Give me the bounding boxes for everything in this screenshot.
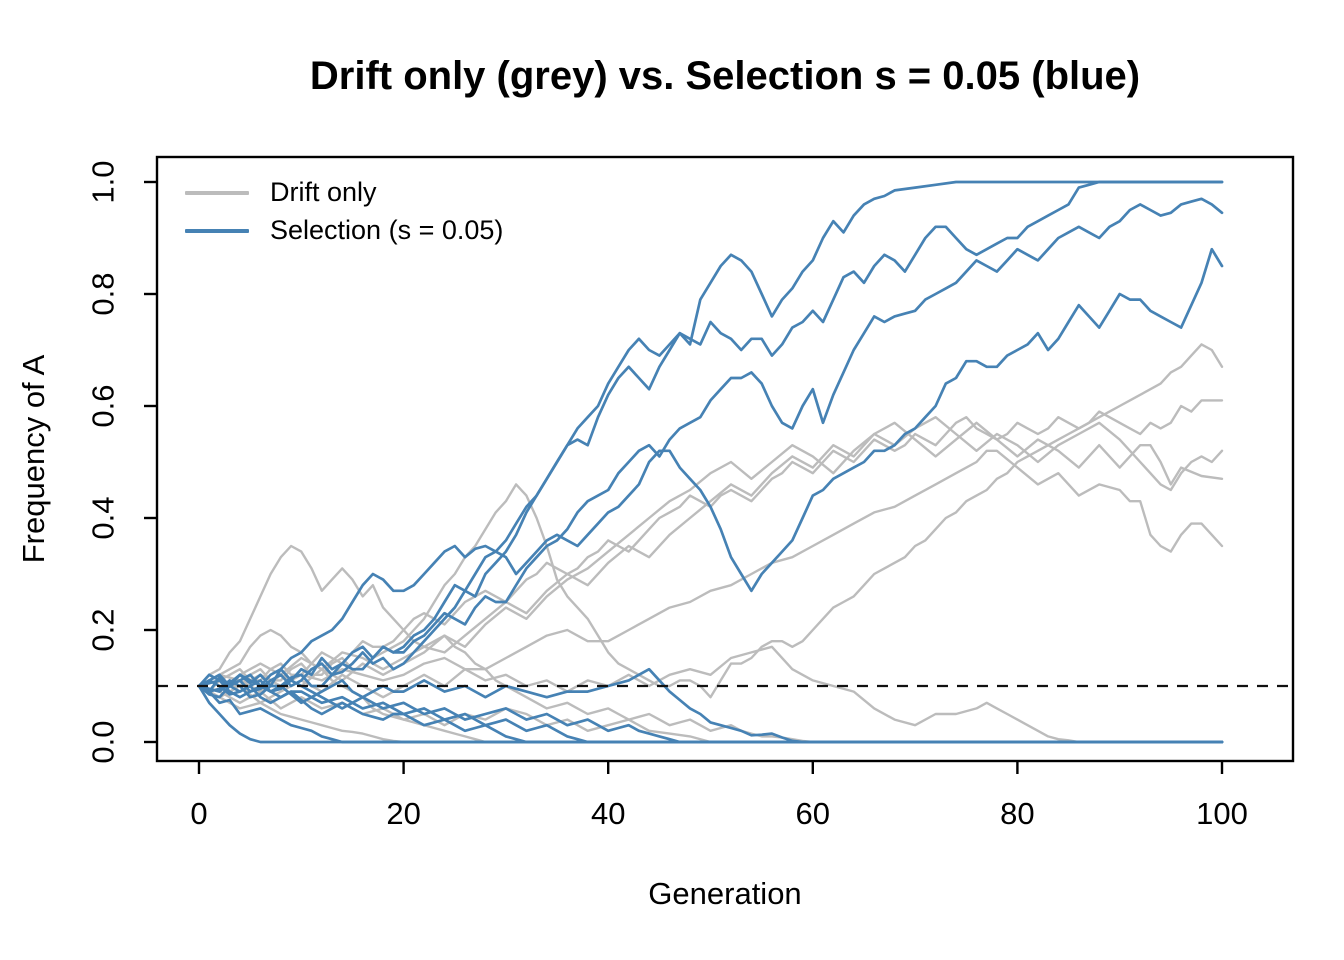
x-tick-label: 60 [796,796,830,831]
trajectory-selection-6 [197,684,1224,744]
trajectory-drift-1 [197,343,1224,699]
legend: Drift only Selection (s = 0.05) [185,177,504,245]
y-tick-label: 0.6 [86,384,121,427]
trajectory-selection-1 [197,180,1224,693]
trajectory-drift-5 [197,449,1224,699]
plot-box [155,155,1295,763]
x-axis-title: Generation [648,876,802,911]
trajectory-drift-2 [197,399,1224,693]
legend-item-drift: Drift only [185,177,503,207]
x-tick-label: 20 [386,796,420,831]
legend-label-drift: Drift only [270,177,377,207]
trajectory-drift-3 [197,416,1224,693]
legend-item-selection: Selection (s = 0.05) [185,215,504,245]
trajectory-drift-4 [197,421,1224,693]
y-tick-label: 0.0 [86,720,121,763]
trajectory-drift-9 [197,544,1224,744]
trajectory-drift-7 [197,684,1224,744]
trajectory-drift-6 [197,645,1224,744]
page-title: Drift only (grey) vs. Selection s = 0.05… [309,54,1141,98]
x-tick-label: 40 [591,796,625,831]
legend-label-selection: Selection (s = 0.05) [270,215,504,245]
trajectory-selection-4 [197,247,1224,699]
y-tick-label: 0.2 [86,608,121,651]
trajectory-drift-8 [197,628,1224,744]
x-tick-label: 0 [190,796,207,831]
drift-line-swatch [185,190,249,195]
x-tick-label: 80 [1000,796,1034,831]
x-tick-label: 100 [1196,796,1248,831]
trajectory-selection-8 [197,673,1224,744]
y-axis-title: Frequency of A [16,354,51,564]
y-tick-label: 0.4 [86,496,121,539]
y-tick-label: 0.8 [86,272,121,315]
trajectory-selection-9 [197,684,1224,744]
y-tick-label: 1.0 [86,160,121,203]
trajectory-drift-10 [197,684,1224,744]
trajectory-selection-7 [197,679,1224,744]
trajectory-selection-3 [197,197,1224,693]
trajectory-selection-10 [197,673,1224,744]
trajectory-selection-2 [197,180,1224,699]
selection-line-swatch [185,228,249,233]
